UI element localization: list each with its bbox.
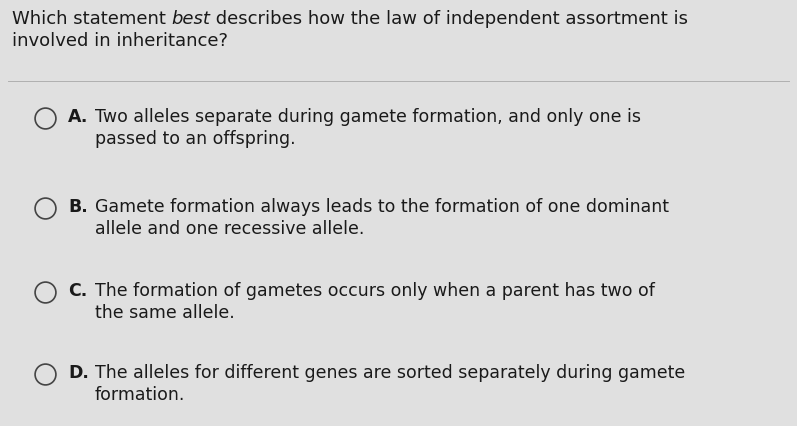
- Text: A.: A.: [68, 108, 88, 126]
- Text: C.: C.: [68, 281, 87, 299]
- Text: passed to an offspring.: passed to an offspring.: [95, 130, 296, 148]
- Text: the same allele.: the same allele.: [95, 303, 235, 321]
- Text: B.: B.: [68, 198, 88, 216]
- Text: best: best: [171, 10, 210, 28]
- Text: Which statement: Which statement: [12, 10, 171, 28]
- Text: Gamete formation always leads to the formation of one dominant: Gamete formation always leads to the for…: [95, 198, 669, 216]
- Text: allele and one recessive allele.: allele and one recessive allele.: [95, 219, 364, 237]
- Text: formation.: formation.: [95, 385, 186, 403]
- Text: describes how the law of independent assortment is: describes how the law of independent ass…: [210, 10, 689, 28]
- Text: D.: D.: [68, 363, 89, 381]
- Text: involved in inheritance?: involved in inheritance?: [12, 32, 228, 50]
- Text: Two alleles separate during gamete formation, and only one is: Two alleles separate during gamete forma…: [95, 108, 641, 126]
- Text: The formation of gametes occurs only when a parent has two of: The formation of gametes occurs only whe…: [95, 281, 655, 299]
- Text: The alleles for different genes are sorted separately during gamete: The alleles for different genes are sort…: [95, 363, 685, 381]
